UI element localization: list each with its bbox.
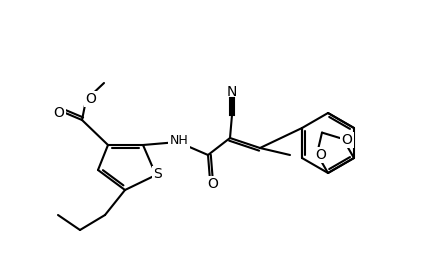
- Text: O: O: [86, 92, 96, 106]
- Text: N: N: [227, 85, 237, 99]
- Text: NH: NH: [169, 135, 188, 148]
- Text: S: S: [154, 167, 162, 181]
- Text: O: O: [54, 106, 65, 120]
- Text: O: O: [315, 148, 327, 162]
- Text: O: O: [342, 133, 352, 147]
- Text: O: O: [208, 177, 218, 191]
